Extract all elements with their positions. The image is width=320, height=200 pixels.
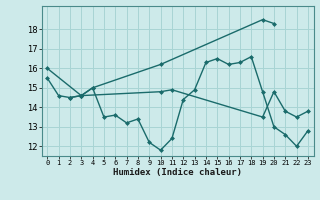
X-axis label: Humidex (Indice chaleur): Humidex (Indice chaleur) — [113, 168, 242, 177]
